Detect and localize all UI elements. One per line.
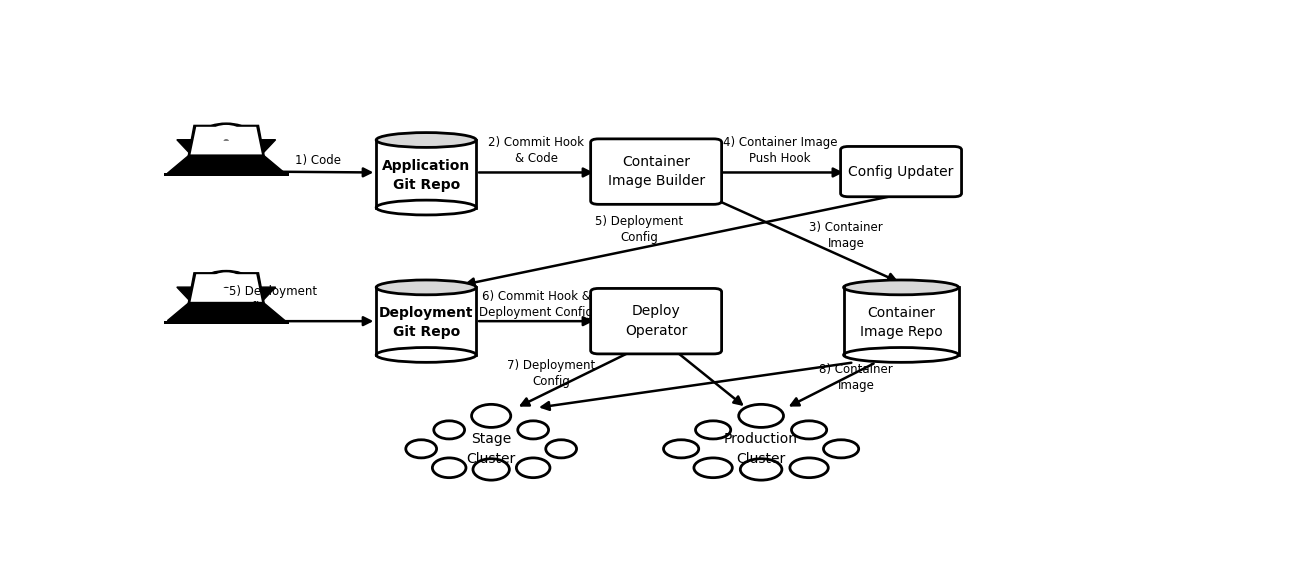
- Text: 4) Container Image
Push Hook: 4) Container Image Push Hook: [722, 136, 837, 166]
- Polygon shape: [222, 141, 230, 147]
- Ellipse shape: [792, 421, 827, 439]
- Polygon shape: [222, 288, 230, 294]
- Polygon shape: [188, 273, 264, 303]
- Ellipse shape: [823, 440, 859, 458]
- Text: 7) Deployment
Config: 7) Deployment Config: [507, 359, 595, 388]
- Ellipse shape: [205, 271, 248, 287]
- Ellipse shape: [205, 123, 248, 139]
- Text: Stage
Cluster: Stage Cluster: [467, 432, 516, 466]
- Ellipse shape: [739, 404, 783, 427]
- Polygon shape: [191, 274, 262, 302]
- Circle shape: [223, 287, 228, 289]
- Bar: [844, 287, 958, 355]
- Ellipse shape: [377, 347, 476, 363]
- Polygon shape: [191, 127, 262, 154]
- Ellipse shape: [663, 440, 699, 458]
- FancyBboxPatch shape: [591, 139, 721, 204]
- Polygon shape: [168, 303, 285, 321]
- Text: 1) Code: 1) Code: [295, 154, 342, 167]
- Text: 8) Container
Image: 8) Container Image: [819, 363, 893, 392]
- Text: Config Updater: Config Updater: [849, 164, 953, 178]
- Ellipse shape: [472, 404, 511, 427]
- Ellipse shape: [377, 280, 476, 295]
- Ellipse shape: [517, 421, 548, 439]
- Bar: [164, 173, 289, 176]
- Ellipse shape: [516, 458, 550, 477]
- Circle shape: [223, 140, 228, 142]
- Polygon shape: [177, 287, 276, 303]
- Text: Deploy
Operator: Deploy Operator: [624, 305, 688, 338]
- Ellipse shape: [694, 458, 733, 477]
- Ellipse shape: [213, 125, 240, 136]
- Ellipse shape: [844, 347, 958, 363]
- Text: 3) Container
Image: 3) Container Image: [809, 221, 882, 250]
- FancyBboxPatch shape: [841, 146, 961, 196]
- Ellipse shape: [844, 280, 958, 295]
- Text: 6) Commit Hook &
Deployment Config: 6) Commit Hook & Deployment Config: [479, 290, 593, 319]
- Ellipse shape: [473, 459, 510, 480]
- Ellipse shape: [546, 440, 577, 458]
- Polygon shape: [177, 140, 276, 156]
- Ellipse shape: [433, 421, 464, 439]
- Text: 5) Deployment
Config: 5) Deployment Config: [230, 285, 317, 314]
- Text: 5) Deployment
Config: 5) Deployment Config: [595, 215, 684, 244]
- Polygon shape: [168, 156, 285, 173]
- Ellipse shape: [406, 440, 436, 458]
- Ellipse shape: [377, 200, 476, 215]
- Ellipse shape: [695, 421, 730, 439]
- Bar: [377, 287, 476, 355]
- Ellipse shape: [740, 459, 782, 480]
- Bar: [164, 321, 289, 324]
- Ellipse shape: [432, 458, 466, 477]
- Text: Application
Git Repo: Application Git Repo: [382, 159, 471, 192]
- FancyBboxPatch shape: [591, 288, 721, 354]
- Bar: [377, 140, 476, 208]
- Text: Container
Image Builder: Container Image Builder: [608, 155, 704, 189]
- Text: Deployment
Git Repo: Deployment Git Repo: [379, 306, 473, 339]
- Text: Container
Image Repo: Container Image Repo: [859, 306, 943, 339]
- Text: 2) Commit Hook
& Code: 2) Commit Hook & Code: [488, 136, 584, 166]
- Polygon shape: [188, 126, 264, 156]
- Text: Production
Cluster: Production Cluster: [724, 432, 799, 466]
- Ellipse shape: [789, 458, 828, 477]
- Ellipse shape: [213, 272, 240, 283]
- Ellipse shape: [377, 132, 476, 148]
